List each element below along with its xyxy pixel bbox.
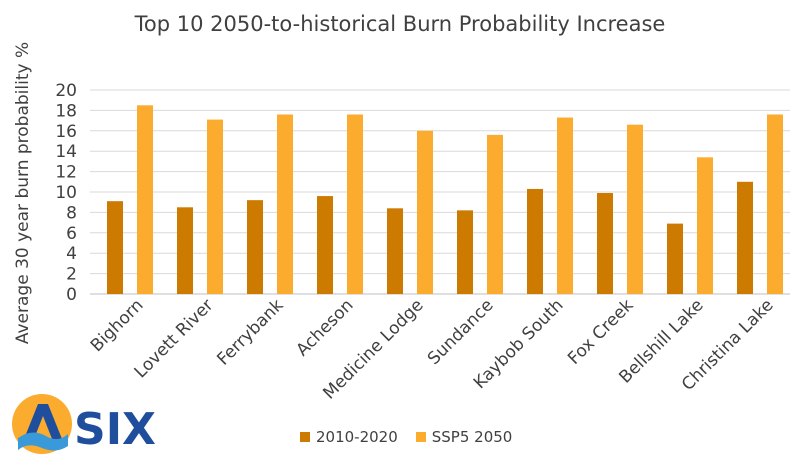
x-tick-label: Ferrybank xyxy=(213,295,287,369)
bar-historical xyxy=(597,193,613,294)
bar-historical xyxy=(527,188,543,294)
bar-ssp5 xyxy=(277,114,293,294)
bar-ssp5 xyxy=(697,157,713,294)
bar-ssp5 xyxy=(417,130,433,294)
legend-swatch-historical xyxy=(300,432,310,442)
bar-historical xyxy=(247,200,263,294)
bar-historical xyxy=(387,208,403,294)
legend-item-ssp5: SSP5 2050 xyxy=(415,428,513,446)
x-tick-label: Fox Creek xyxy=(564,295,637,368)
legend: 2010-2020 SSP5 2050 xyxy=(300,428,512,446)
y-tick-label: 14 xyxy=(55,142,77,162)
y-tick-label: 6 xyxy=(66,224,77,244)
bar-ssp5 xyxy=(627,124,643,295)
y-tick-label: 20 xyxy=(55,81,77,101)
bar-ssp5 xyxy=(207,119,223,294)
y-tick-label: 10 xyxy=(55,183,77,203)
bar-historical xyxy=(177,207,193,294)
bar-historical xyxy=(107,201,123,294)
legend-swatch-ssp5 xyxy=(415,432,426,442)
bar-historical xyxy=(317,196,333,294)
bar-historical xyxy=(457,210,473,294)
y-tick-label: 8 xyxy=(66,203,77,223)
bar-ssp5 xyxy=(557,117,573,294)
x-tick-label: Bighorn xyxy=(87,295,148,356)
bar-historical xyxy=(737,181,753,294)
bar-historical xyxy=(667,223,683,294)
bar-ssp5 xyxy=(767,114,783,294)
gridlines xyxy=(90,89,790,295)
y-tick-label: 4 xyxy=(66,244,77,264)
y-tick-label: 2 xyxy=(66,265,77,285)
chart-title: Top 10 2050-to-historical Burn Probabili… xyxy=(134,12,666,36)
legend-item-historical: 2010-2020 xyxy=(300,428,398,446)
y-tick-label: 18 xyxy=(55,101,77,121)
bars xyxy=(107,105,783,295)
logo-text: SIX xyxy=(74,404,156,455)
x-tick-label: Acheson xyxy=(293,295,358,360)
x-tick-label: Sundance xyxy=(424,295,498,369)
legend-label-ssp5: SSP5 2050 xyxy=(431,428,513,446)
legend-label-historical: 2010-2020 xyxy=(316,428,398,446)
bar-ssp5 xyxy=(137,105,153,294)
six-logo: SIX xyxy=(12,394,156,455)
bar-ssp5 xyxy=(347,114,363,294)
bar-ssp5 xyxy=(487,134,503,294)
y-tick-label: 12 xyxy=(55,163,77,183)
y-axis-label: Average 30 year burn probability % xyxy=(13,42,33,344)
y-tick-label: 16 xyxy=(55,122,77,142)
y-tick-label: 0 xyxy=(66,285,77,305)
